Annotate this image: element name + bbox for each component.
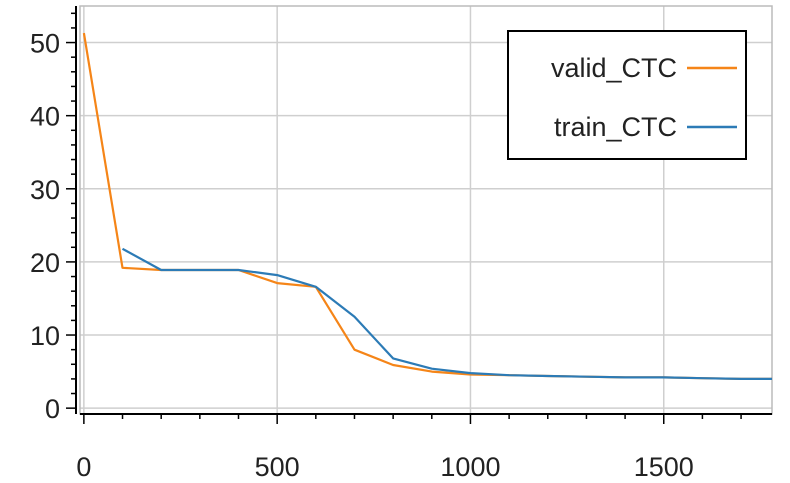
- series-line-train-ctc: [121, 247, 772, 380]
- x-tick-label: 1500: [634, 452, 694, 482]
- y-tick-label: 30: [30, 175, 60, 205]
- legend: valid_CTC train_CTC: [507, 30, 747, 160]
- series-layer: [82, 32, 772, 380]
- y-tick-label: 50: [30, 29, 60, 59]
- legend-box: [507, 30, 747, 160]
- x-tick-label: 0: [76, 452, 91, 482]
- legend-label-train-ctc: train_CTC: [554, 112, 677, 142]
- x-tick-label: 500: [255, 452, 300, 482]
- y-tick-label: 0: [45, 394, 60, 424]
- legend-label-valid-ctc: valid_CTC: [551, 53, 677, 83]
- y-tick-label: 40: [30, 102, 60, 132]
- y-tick-label: 20: [30, 248, 60, 278]
- axes: 0 500 1000 1500 0 10 20 30 40 50: [30, 6, 772, 482]
- y-tick-label: 10: [30, 321, 60, 351]
- x-tick-label: 1000: [440, 452, 500, 482]
